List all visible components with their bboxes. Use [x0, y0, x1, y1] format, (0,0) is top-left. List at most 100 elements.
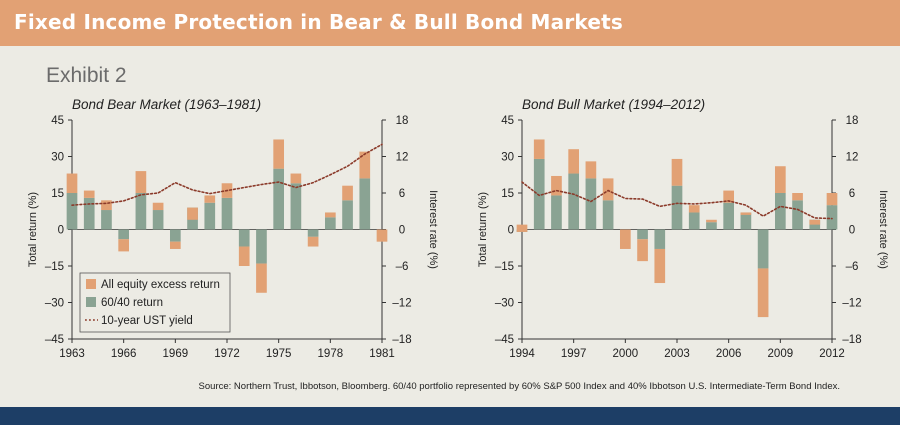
x-tick-label: 1972	[214, 348, 240, 360]
y-tick-label: 0	[508, 225, 514, 237]
bar-equity-excess	[342, 185, 353, 201]
bar-equity-excess	[83, 190, 95, 198]
bar-sixty-forty	[238, 229, 250, 247]
bar-sixty-forty	[826, 205, 838, 230]
y-tick-label: 15	[501, 188, 514, 200]
bar-sixty-forty	[324, 217, 336, 230]
bar-sixty-forty	[740, 212, 752, 230]
bar-sixty-forty	[101, 210, 112, 230]
bar-sixty-forty	[654, 229, 666, 249]
y2-tick-label: –18	[842, 334, 861, 346]
bar-equity-excess	[568, 149, 580, 174]
bar-equity-excess	[118, 239, 130, 252]
bar-equity-excess	[307, 236, 319, 247]
bar-equity-excess	[654, 248, 666, 284]
bar-sixty-forty	[83, 197, 95, 230]
bar-equity-excess	[826, 193, 838, 206]
y-tick-label: 45	[501, 115, 514, 127]
bar-sixty-forty	[273, 168, 285, 230]
bar-equity-excess	[671, 158, 683, 186]
x-tick-label: 1963	[59, 348, 85, 360]
y2-tick-label: –6	[846, 261, 859, 273]
bar-sixty-forty	[221, 197, 233, 230]
header-banner: Fixed Income Protection in Bear & Bull B…	[0, 0, 900, 46]
exhibit-label: Exhibit 2	[46, 64, 127, 87]
bar-sixty-forty	[706, 222, 717, 230]
x-tick-label: 2000	[613, 348, 639, 360]
chart-title: Bond Bull Market (1994–2012)	[522, 97, 705, 112]
bar-sixty-forty	[568, 173, 580, 230]
bar-equity-excess	[602, 178, 614, 201]
y-tick-label: –30	[495, 298, 514, 310]
y-tick-label: –45	[495, 334, 514, 346]
bar-equity-excess	[187, 207, 198, 220]
bar-equity-excess	[619, 229, 631, 249]
y2-tick-label: 12	[396, 152, 409, 164]
bar-sixty-forty	[723, 202, 735, 230]
bar-sixty-forty	[135, 193, 147, 230]
x-tick-label: 1997	[561, 348, 587, 360]
page-title: Fixed Income Protection in Bear & Bull B…	[14, 10, 624, 34]
y-tick-label: 30	[51, 152, 64, 164]
legend-label-ust: 10-year UST yield	[101, 315, 193, 327]
bar-equity-excess	[706, 219, 717, 223]
bar-sixty-forty	[533, 158, 545, 230]
y-tick-label: 45	[51, 115, 64, 127]
bar-sixty-forty	[688, 212, 700, 230]
bar-sixty-forty	[637, 229, 648, 240]
bar-equity-excess	[152, 202, 164, 211]
bar-equity-excess	[135, 171, 147, 193]
y2-tick-label: 18	[846, 115, 859, 127]
bar-equity-excess	[101, 200, 112, 211]
bar-equity-excess	[66, 173, 78, 193]
bar-equity-excess	[516, 224, 528, 232]
legend-label-sixty-forty: 60/40 return	[101, 297, 163, 309]
y2-tick-label: 0	[849, 225, 855, 237]
bar-equity-excess	[740, 212, 752, 215]
x-tick-label: 1975	[266, 348, 292, 360]
x-tick-label: 2006	[716, 348, 742, 360]
bar-equity-excess	[376, 229, 388, 242]
bar-equity-excess	[792, 193, 803, 201]
y2-tick-label: –12	[392, 298, 411, 310]
y-axis-label: Total return (%)	[477, 192, 489, 267]
bar-equity-excess	[723, 190, 735, 203]
y2-tick-label: 6	[849, 188, 855, 200]
bar-sixty-forty	[359, 178, 371, 230]
y2-tick-label: –6	[396, 261, 409, 273]
bar-equity-excess	[169, 241, 181, 249]
x-tick-label: 1978	[318, 348, 344, 360]
bar-equity-excess	[585, 161, 597, 179]
x-tick-label: 1994	[509, 348, 535, 360]
x-tick-label: 2003	[664, 348, 690, 360]
bar-equity-excess	[324, 212, 336, 218]
bar-equity-excess	[774, 166, 786, 193]
y2-tick-label: 6	[399, 188, 405, 200]
bar-sixty-forty	[169, 229, 181, 242]
bar-sixty-forty	[152, 210, 164, 230]
y2-axis-label: Interest rate (%)	[427, 190, 439, 269]
bar-sixty-forty	[551, 195, 562, 230]
legend-box	[79, 272, 231, 333]
y-tick-label: –15	[45, 261, 64, 273]
bar-sixty-forty	[774, 193, 786, 230]
y-tick-label: –15	[495, 261, 514, 273]
bar-equity-excess	[637, 239, 648, 262]
ust-yield-line	[71, 143, 383, 206]
y-axis-label: Total return (%)	[27, 192, 39, 267]
bull-market-chart: Bond Bull Market (1994–2012) 45 30 15 0 –15 –3…	[477, 97, 889, 360]
bar-sixty-forty	[290, 183, 302, 230]
bar-equity-excess	[290, 173, 302, 184]
bar-sixty-forty	[118, 229, 130, 240]
x-tick-label: 1966	[111, 348, 137, 360]
bear-market-chart: Bond Bear Market (1963–1981) 45 30 15 0 –15 –3…	[27, 97, 439, 360]
y-tick-label: 30	[501, 152, 514, 164]
source-note: Source: Northern Trust, Ibbotson, Bloomb…	[198, 381, 840, 392]
y2-tick-label: 0	[399, 225, 405, 237]
bar-sixty-forty	[757, 229, 769, 269]
bar-equity-excess	[359, 151, 371, 179]
bar-equity-excess	[688, 205, 700, 213]
bar-sixty-forty	[602, 200, 614, 230]
x-tick-label: 2009	[768, 348, 794, 360]
bar-equity-excess	[204, 195, 216, 203]
